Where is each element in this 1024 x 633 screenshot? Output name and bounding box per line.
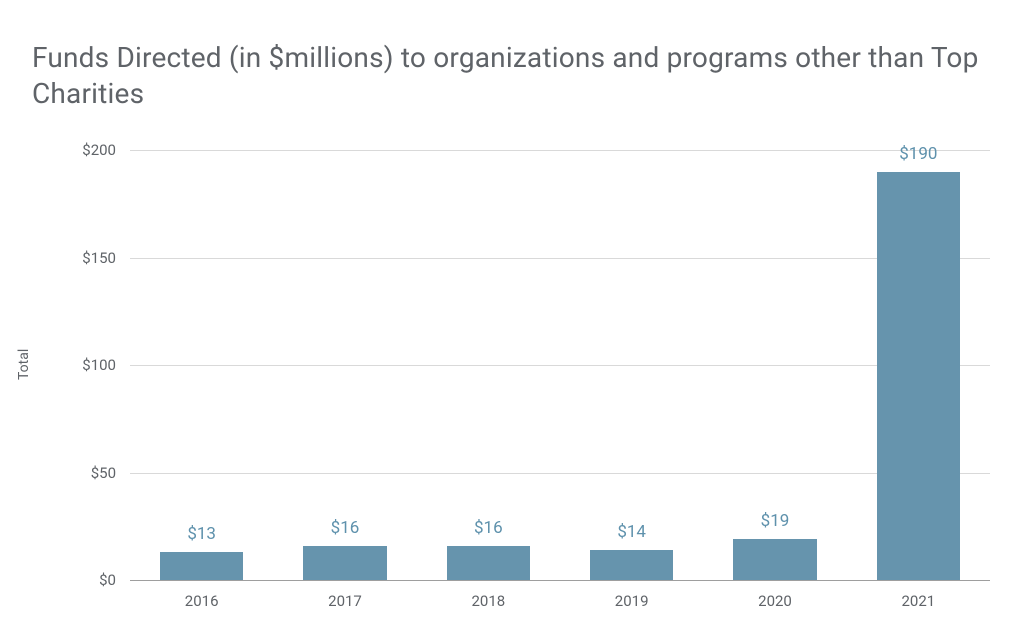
bar: $190 [877,172,960,581]
bar: $16 [447,546,530,580]
x-tick: 2017 [328,580,362,610]
y-tick: $0 [99,571,130,589]
gridline [130,258,990,259]
y-tick: $100 [82,356,130,374]
x-tick: 2016 [185,580,219,610]
x-tick: 2018 [471,580,505,610]
gridline [130,150,990,151]
bar: $16 [303,546,386,580]
baseline [130,580,990,581]
y-tick: $50 [91,464,130,482]
y-tick: $150 [82,249,130,267]
x-tick: 2020 [758,580,792,610]
funds-chart: Funds Directed (in $millions) to organiz… [0,0,1024,633]
y-tick: $200 [82,141,130,159]
x-tick: 2021 [901,580,935,610]
gridline [130,473,990,474]
x-tick: 2019 [615,580,649,610]
gridline [130,365,990,366]
bar-value-label: $14 [590,522,673,550]
bar: $13 [160,552,243,580]
bar-value-label: $16 [303,518,386,546]
bar: $14 [590,550,673,580]
bar-value-label: $190 [877,144,960,172]
chart-title: Funds Directed (in $millions) to organiz… [32,40,984,112]
y-axis-label: Total [16,349,32,380]
plot-area: $0$50$100$150$200$132016$162017$162018$1… [130,150,990,580]
bar: $19 [733,539,816,580]
bar-value-label: $13 [160,524,243,552]
bar-value-label: $19 [733,511,816,539]
bar-value-label: $16 [447,518,530,546]
